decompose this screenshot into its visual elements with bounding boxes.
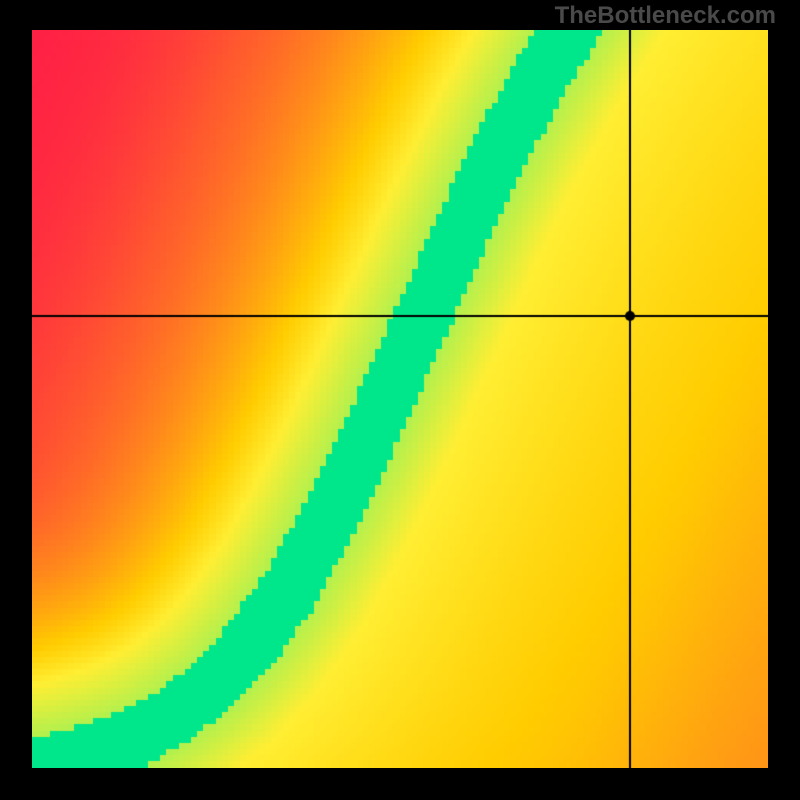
watermark-label: TheBottleneck.com bbox=[555, 2, 776, 30]
bottleneck-heatmap bbox=[32, 30, 768, 768]
chart-container: TheBottleneck.com bbox=[0, 0, 800, 800]
